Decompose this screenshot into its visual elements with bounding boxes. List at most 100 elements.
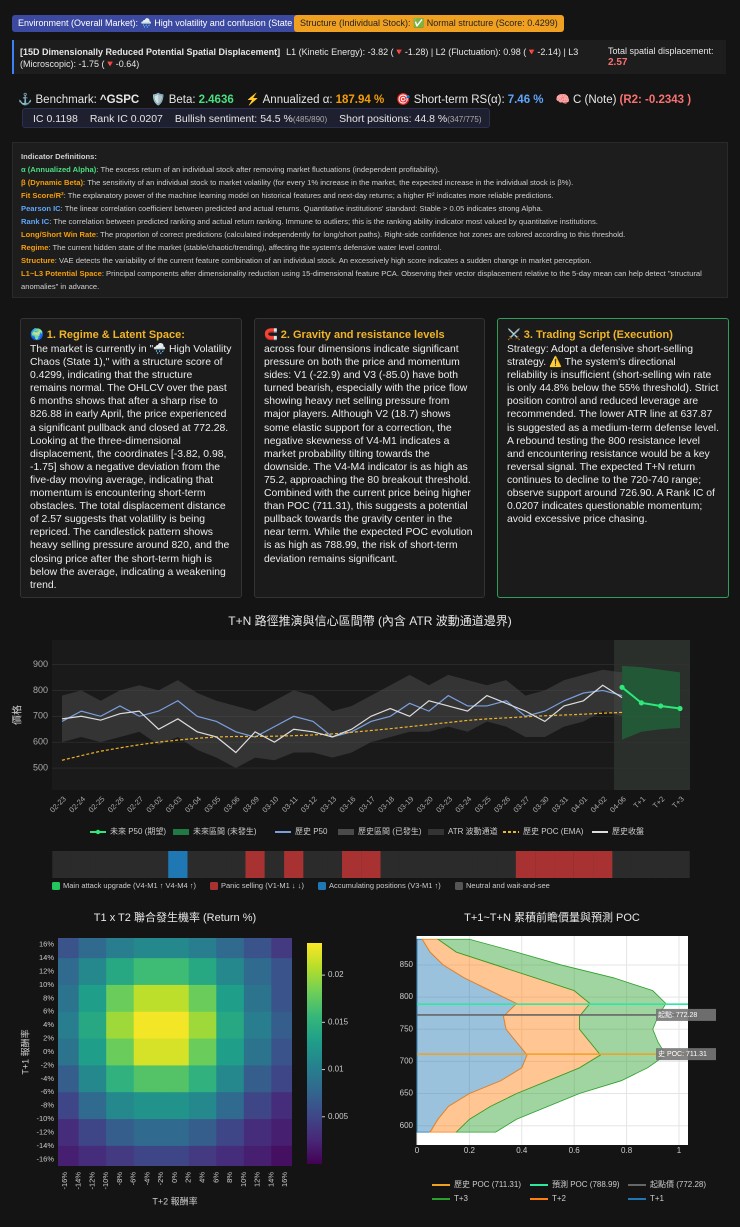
x-tick-label: 0.8 bbox=[621, 1146, 633, 1155]
heatmap-cell bbox=[58, 1092, 80, 1120]
heatmap-cell bbox=[78, 1065, 107, 1093]
definition-term: Structure bbox=[21, 256, 55, 265]
definition: L1~L3 Potential Space: Principal compone… bbox=[21, 267, 719, 293]
heatmap-cell bbox=[188, 1011, 217, 1040]
y-tick-label: 800 bbox=[33, 685, 48, 695]
x-tick-label: 04-02 bbox=[589, 794, 609, 814]
x-tick-label: -12% bbox=[87, 1172, 96, 1190]
regime-cell bbox=[457, 851, 478, 878]
reference-label-bg bbox=[656, 1048, 716, 1061]
heatmap-cell bbox=[243, 1011, 272, 1040]
heatmap-cell bbox=[271, 1119, 292, 1147]
y-tick-label: 14% bbox=[39, 953, 54, 962]
metric: ⚓ Benchmark: ^GSPC bbox=[18, 94, 139, 106]
y-tick-label: 750 bbox=[400, 1024, 414, 1033]
confidence-band bbox=[62, 669, 623, 769]
heatmap-cell bbox=[216, 1119, 245, 1147]
heatmap-cell bbox=[243, 1119, 272, 1147]
heatmap-cell bbox=[188, 1119, 217, 1147]
x-tick-label: -4% bbox=[142, 1172, 151, 1186]
definitions-title: Indicator Definitions: bbox=[21, 152, 97, 161]
heatmap-cell bbox=[243, 958, 272, 986]
x-axis-label: T+2 報酬率 bbox=[152, 1195, 197, 1206]
reference-label: 史 POC: 711.31 bbox=[658, 1049, 707, 1058]
forecast-point bbox=[619, 684, 625, 690]
stat: Bullish sentiment: 54.5 %(485/890) bbox=[175, 113, 327, 125]
y-tick-label: 700 bbox=[33, 711, 48, 721]
legend-label: 預測 POC (788.99) bbox=[552, 1179, 620, 1189]
regime-cell bbox=[535, 851, 555, 878]
heatmap-cell bbox=[271, 1092, 292, 1120]
metrics-row: ⚓ Benchmark: ^GSPC 🛡️ Beta: 2.4636 ⚡ Annuali… bbox=[18, 92, 703, 106]
heatmap-cell bbox=[78, 938, 107, 959]
colorbar-tick-label: 0.02 bbox=[328, 970, 344, 979]
forecast-point bbox=[677, 705, 683, 712]
definition: Rank IC: The correlation between predict… bbox=[21, 215, 719, 228]
x-tick-label: 2% bbox=[184, 1172, 193, 1183]
chart-title: T+N 路徑推演與信心區間帶 (內含 ATR 波動通道邊界) bbox=[228, 613, 511, 628]
definition-term: Fit Score/R² bbox=[21, 191, 64, 200]
definition-term: Rank IC bbox=[21, 217, 50, 226]
regime-legend-label: Accumulating positions (V3-M1 ↑) bbox=[329, 881, 441, 890]
definition-text: : The sensitivity of an individual stock… bbox=[83, 178, 574, 187]
confidence-band bbox=[622, 665, 680, 740]
stat-label: Rank IC bbox=[89, 113, 128, 125]
x-tick-label: 0.4 bbox=[516, 1146, 528, 1155]
heatmap-cell bbox=[243, 1065, 272, 1093]
stat-detail: (347/775) bbox=[447, 115, 482, 124]
regime-cell bbox=[496, 851, 516, 878]
heatmap-cell bbox=[243, 1038, 272, 1066]
regime-cell bbox=[361, 851, 381, 878]
y-tick-label: 12% bbox=[39, 967, 54, 976]
heatmap-cell bbox=[216, 1092, 245, 1120]
y-tick-label: 16% bbox=[39, 940, 54, 949]
regime-cell bbox=[206, 851, 227, 878]
heatmap-cell bbox=[133, 1011, 162, 1040]
regime-legend-label: Panic selling (V1-M1 ↓ ↓) bbox=[221, 881, 304, 890]
definition-term: α (Annualized Alpha) bbox=[21, 165, 97, 174]
regime-cell bbox=[612, 851, 632, 878]
regime-cell bbox=[631, 851, 652, 878]
heatmap-cell bbox=[58, 1065, 80, 1093]
legend-swatch bbox=[173, 829, 189, 835]
x-tick-label: 8% bbox=[225, 1172, 234, 1183]
heatmap-cell bbox=[188, 1092, 217, 1120]
definition-term: β (Dynamic Beta) bbox=[21, 178, 84, 187]
legend-label: 歷史區間 (已發生) bbox=[358, 826, 422, 836]
x-tick-label: 03-20 bbox=[415, 794, 435, 814]
x-tick-label: 03-30 bbox=[531, 794, 551, 814]
heatmap-cells bbox=[58, 938, 292, 1166]
metric-label: ⚡ Annualized α: bbox=[245, 94, 333, 106]
x-tick-label: T+2 bbox=[651, 794, 667, 810]
x-tick-label: 03-31 bbox=[550, 794, 570, 814]
x-tick-label: 03-12 bbox=[299, 794, 319, 814]
definition-text: : The proportion of correct predictions … bbox=[96, 230, 626, 239]
regime-legend-swatch bbox=[455, 882, 463, 890]
heatmap-cell bbox=[161, 984, 190, 1013]
metric-label: 🎯 Short-term RS(α): bbox=[396, 94, 505, 106]
regime-cell bbox=[670, 851, 690, 878]
stat-value: 0.1198 bbox=[46, 113, 78, 125]
chart-title: T+1~T+N 累積前瞻價量與預測 POC bbox=[464, 910, 640, 924]
x-tick-label: 03-27 bbox=[511, 794, 531, 814]
stat-value: 44.8 % bbox=[414, 113, 448, 125]
legend-label: 歷史收盤 bbox=[612, 826, 644, 836]
regime-legend-swatch bbox=[210, 882, 218, 890]
heatmap-cell bbox=[216, 1145, 245, 1166]
heatmap-cell bbox=[243, 984, 272, 1013]
x-tick-label: 0.2 bbox=[464, 1146, 476, 1155]
panel-body: across four dimensions indicate signific… bbox=[264, 344, 473, 565]
definition-term: L1~L3 Potential Space bbox=[21, 269, 102, 278]
stat: Rank IC 0.0207 bbox=[90, 113, 163, 125]
regime-cell bbox=[71, 851, 91, 878]
metric: 🛡️ Beta: 2.4636 bbox=[151, 94, 234, 106]
y-tick-label: -4% bbox=[41, 1074, 55, 1083]
heatmap-cell bbox=[161, 1011, 190, 1040]
heatmap-cell bbox=[161, 938, 190, 959]
regime-cell bbox=[380, 851, 400, 878]
heatmap-cell bbox=[216, 938, 245, 959]
regime-cell bbox=[148, 851, 169, 878]
heatmap-cell bbox=[58, 1038, 80, 1066]
heatmap-cell bbox=[78, 958, 107, 986]
x-tick-label: 1 bbox=[677, 1146, 682, 1155]
